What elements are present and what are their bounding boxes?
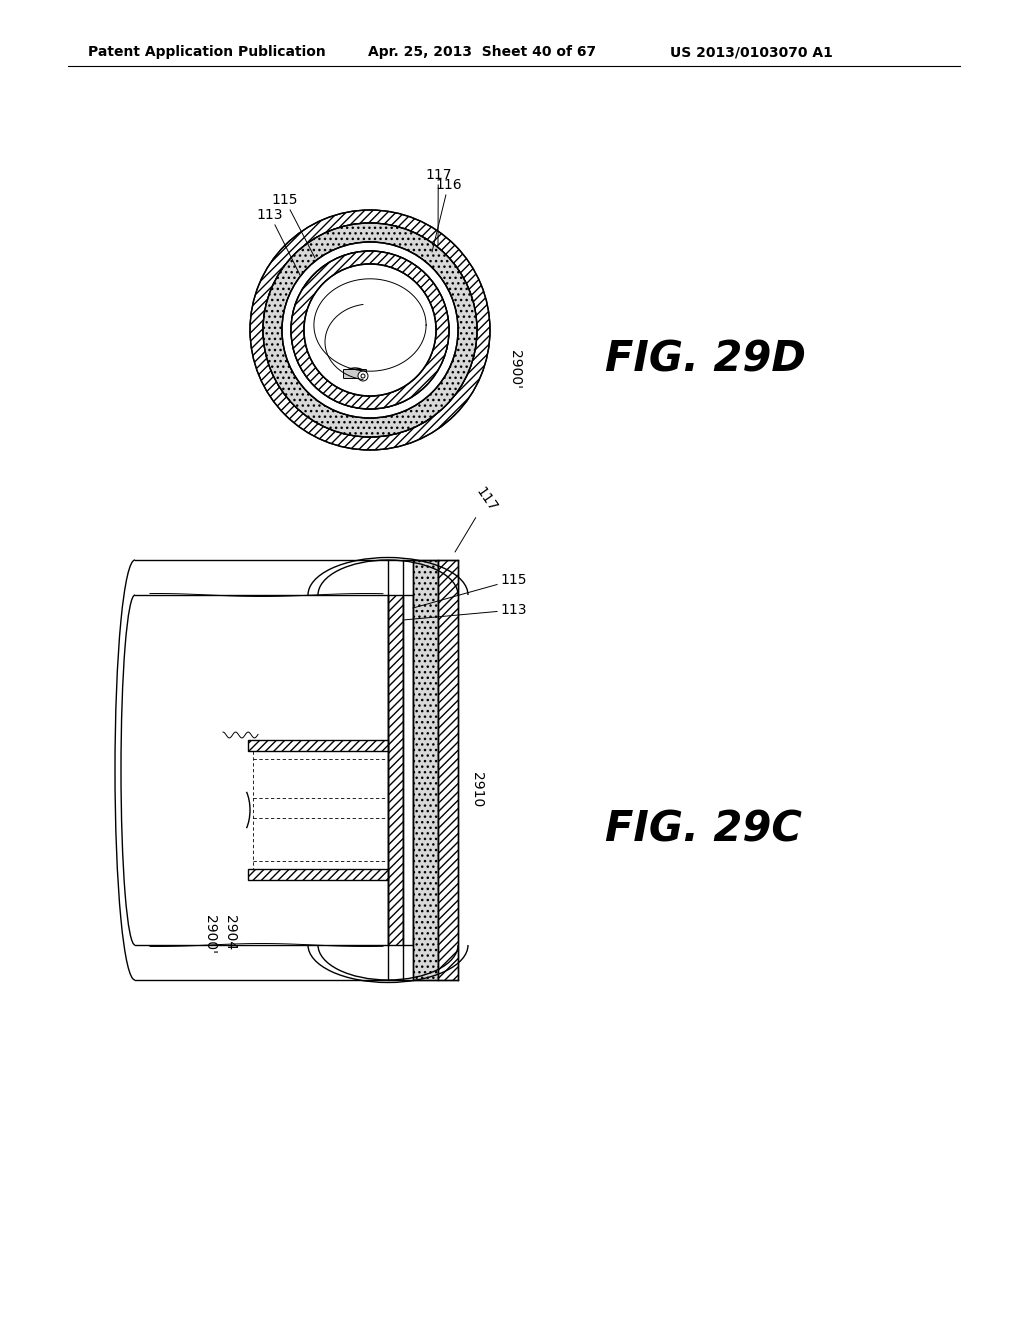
Circle shape xyxy=(304,264,436,396)
Text: 115: 115 xyxy=(413,573,526,609)
Circle shape xyxy=(361,374,365,378)
Text: 113: 113 xyxy=(403,603,526,620)
Bar xyxy=(413,560,438,979)
Bar xyxy=(438,560,458,979)
Bar xyxy=(403,595,413,945)
Text: 116: 116 xyxy=(432,178,462,252)
Bar xyxy=(388,595,403,945)
Text: 115: 115 xyxy=(271,193,315,257)
Text: 2900': 2900' xyxy=(508,351,522,389)
Text: 117: 117 xyxy=(425,168,452,246)
Text: Apr. 25, 2013  Sheet 40 of 67: Apr. 25, 2013 Sheet 40 of 67 xyxy=(368,45,596,59)
Text: FIG. 29D: FIG. 29D xyxy=(605,339,806,381)
Bar xyxy=(248,741,388,751)
Text: 2904: 2904 xyxy=(223,915,237,950)
Text: 2910: 2910 xyxy=(470,772,484,808)
Text: FIG. 29C: FIG. 29C xyxy=(605,809,802,851)
Circle shape xyxy=(358,371,368,381)
Bar xyxy=(248,869,388,880)
FancyBboxPatch shape xyxy=(343,370,367,379)
Text: 117: 117 xyxy=(455,486,500,552)
Text: Patent Application Publication: Patent Application Publication xyxy=(88,45,326,59)
Text: US 2013/0103070 A1: US 2013/0103070 A1 xyxy=(670,45,833,59)
Text: 113: 113 xyxy=(257,209,300,275)
Text: 2900': 2900' xyxy=(203,915,217,954)
